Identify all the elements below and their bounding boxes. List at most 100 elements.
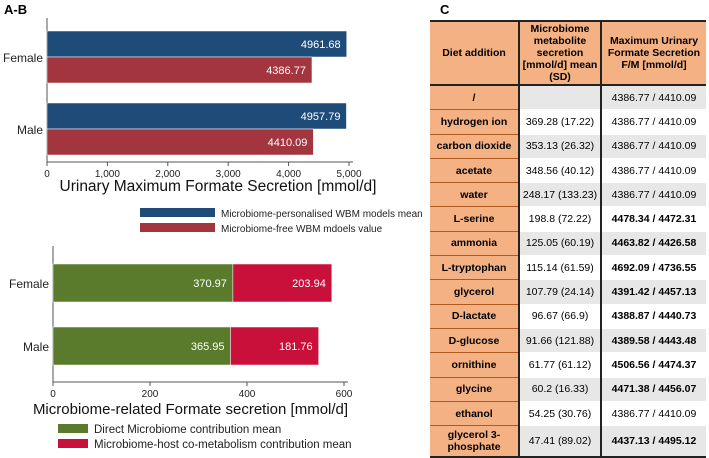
category-label: Female xyxy=(3,51,43,65)
secretion-cell: 107.79 (24.14) xyxy=(518,279,601,305)
charts: 0 1,000 2,000 3,000 4,000 5,000 Female 4961.68 4… xyxy=(3,18,423,451)
data-label: 4386.77 xyxy=(266,65,306,77)
bar-female-0 xyxy=(52,263,234,303)
table-row: L-tryptophan 115.14 (61.59) 4692.09 / 4736… xyxy=(430,255,706,281)
secretion-cell: 125.05 (60.19) xyxy=(518,231,601,257)
category-label: Male xyxy=(17,123,43,137)
secretion-cell: 248.17 (133.23) xyxy=(518,182,601,208)
header-max: Maximum Urinary Formate Secretion F/M [m… xyxy=(600,20,706,86)
diet-cell: carbon dioxide xyxy=(430,134,519,159)
secretion-cell: 91.66 (121.88) xyxy=(518,328,601,354)
x-axis-title: Urinary Maximum Formate Secretion [mmol/… xyxy=(60,178,377,195)
table-row: water 248.17 (133.23) 4386.77 / 4410.09 xyxy=(430,182,706,208)
secretion-cell: 353.13 (26.32) xyxy=(518,134,601,159)
data-label: 365.95 xyxy=(191,341,225,353)
max-secretion-cell: 4386.77 / 4410.09 xyxy=(600,134,706,159)
legend-swatch xyxy=(58,439,88,448)
category-label: Male xyxy=(23,340,49,354)
table-row: / 4386.77 / 4410.09 xyxy=(430,85,706,111)
data-label: 181.76 xyxy=(279,341,313,353)
x-tick-label: 600 xyxy=(336,389,353,400)
table-row: ethanol 54.25 (30.76) 4386.77 / 4410.09 xyxy=(430,401,706,427)
x-tick-label: 4,000 xyxy=(276,169,301,180)
legend-swatch xyxy=(140,223,215,232)
data-label: 4410.09 xyxy=(268,137,308,149)
bar-male-0 xyxy=(52,326,231,366)
max-secretion-cell: 4386.77 / 4410.09 xyxy=(600,401,706,427)
secretion-cell: 54.25 (30.76) xyxy=(518,401,601,427)
max-secretion-cell: 4471.38 / 4456.07 xyxy=(600,377,706,402)
diet-cell: water xyxy=(430,182,519,208)
x-tick-label: 0 xyxy=(50,389,56,400)
bar-male-1 xyxy=(46,128,314,156)
diet-cell: ethanol xyxy=(430,401,519,427)
x-axis-title: Microbiome-related Formate secretion [mm… xyxy=(33,401,348,418)
diet-cell: glycine xyxy=(430,377,519,402)
diet-cell: glycerol 3-phosphate xyxy=(430,425,519,458)
diet-cell: L-tryptophan xyxy=(430,255,519,281)
legend-swatch xyxy=(58,424,88,433)
max-secretion-cell: 4692.09 / 4736.55 xyxy=(600,255,706,281)
x-tick-label: 5,000 xyxy=(336,169,361,180)
max-secretion-cell: 4386.77 / 4410.09 xyxy=(600,109,706,135)
max-secretion-cell: 4437.13 / 4495.12 xyxy=(600,425,706,458)
secretion-cell: 198.8 (72.22) xyxy=(518,206,601,232)
data-label: 370.97 xyxy=(193,278,227,290)
table-row: carbon dioxide 353.13 (26.32) 4386.77 / 44… xyxy=(430,134,706,159)
secretion-cell: 369.28 (17.22) xyxy=(518,109,601,135)
diet-cell: D-lactate xyxy=(430,304,519,329)
diet-cell: acetate xyxy=(430,158,519,184)
bar-male-1 xyxy=(230,326,319,366)
max-secretion-cell: 4389.58 / 4443.48 xyxy=(600,328,706,354)
secretion-cell: 60.2 (16.33) xyxy=(518,377,601,402)
secretion-cell: 61.77 (61.12) xyxy=(518,352,601,378)
secretion-cell xyxy=(518,85,601,111)
max-secretion-cell: 4386.77 / 4410.09 xyxy=(600,182,706,208)
table-row: D-glucose 91.66 (121.88) 4389.58 / 4443.48 xyxy=(430,328,706,354)
diet-cell: D-glucose xyxy=(430,328,519,354)
max-secretion-cell: 4391.42 / 4457.13 xyxy=(600,279,706,305)
table-row: glycerol 3-phosphate 47.41 (89.02) 4437.13… xyxy=(430,425,706,458)
max-secretion-cell: 4386.77 / 4410.09 xyxy=(600,85,706,111)
panel-label-c: C xyxy=(440,2,450,17)
diet-cell: hydrogen ion xyxy=(430,109,519,135)
max-secretion-cell: 4506.56 / 4474.37 xyxy=(600,352,706,378)
table-row: glycine 60.2 (16.33) 4471.38 / 4456.07 xyxy=(430,377,706,402)
legend-label: Microbiome-host co-metabolism contributi… xyxy=(94,439,352,451)
max-secretion-cell: 4386.77 / 4410.09 xyxy=(600,158,706,184)
diet-table: Diet addition Microbiome metabolite secr… xyxy=(430,20,706,458)
secretion-cell: 348.56 (40.12) xyxy=(518,158,601,184)
legend-label: Microbiome-free WBM mdoels value xyxy=(221,224,383,235)
secretion-cell: 96.67 (66.9) xyxy=(518,304,601,329)
legend-label: Microbiome-personalised WBM models mean xyxy=(221,209,423,220)
max-secretion-cell: 4463.82 / 4426.58 xyxy=(600,231,706,257)
table-row: glycerol 107.79 (24.14) 4391.42 / 4457.13 xyxy=(430,279,706,305)
diet-cell: glycerol xyxy=(430,279,519,305)
max-secretion-cell: 4388.87 / 4440.73 xyxy=(600,304,706,329)
category-label: Female xyxy=(9,277,49,291)
table-header-row: Diet addition Microbiome metabolite secr… xyxy=(430,20,706,86)
x-tick-label: 0 xyxy=(44,169,50,180)
data-label: 4957.79 xyxy=(301,111,341,123)
diet-cell: ammonia xyxy=(430,231,519,257)
table-row: L-serine 198.8 (72.22) 4478.34 / 4472.31 xyxy=(430,206,706,232)
legend-label: Direct Microbiome contribution mean xyxy=(94,424,281,436)
x-tick-label: 200 xyxy=(142,389,159,400)
bar-female-0 xyxy=(46,30,347,58)
x-tick-label: 1,000 xyxy=(95,169,120,180)
data-label: 203.94 xyxy=(292,278,326,290)
bar-male-0 xyxy=(46,102,347,130)
secretion-cell: 47.41 (89.02) xyxy=(518,425,601,458)
bar-female-1 xyxy=(46,56,313,84)
diet-cell: / xyxy=(430,85,519,111)
secretion-cell: 115.14 (61.59) xyxy=(518,255,601,281)
bar-female-1 xyxy=(232,263,333,303)
table-row: hydrogen ion 369.28 (17.22) 4386.77 / 4410… xyxy=(430,109,706,135)
data-label: 4961.68 xyxy=(301,39,341,51)
diet-cell: L-serine xyxy=(430,206,519,232)
x-tick-label: 2,000 xyxy=(155,169,180,180)
table-row: ornithine 61.77 (61.12) 4506.56 / 4474.37 xyxy=(430,352,706,378)
table-row: ammonia 125.05 (60.19) 4463.82 / 4426.58 xyxy=(430,231,706,257)
panel-label-ab: A-B xyxy=(4,2,28,17)
header-diet: Diet addition xyxy=(430,20,519,86)
